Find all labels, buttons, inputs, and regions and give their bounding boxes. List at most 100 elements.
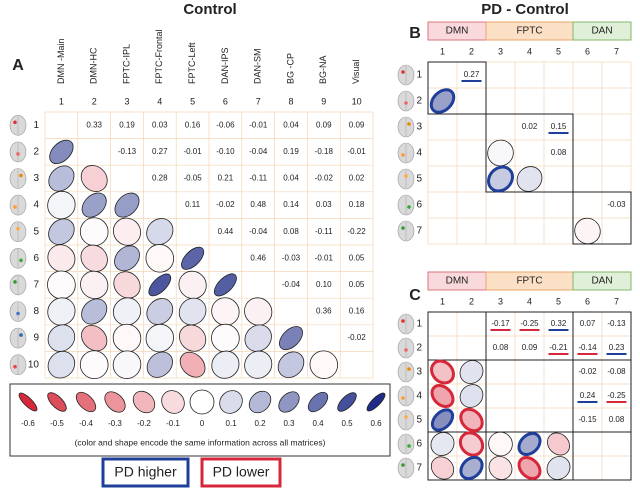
correlation-ellipse (516, 166, 543, 192)
group-label: FPTC (516, 26, 542, 37)
correlation-ellipse (48, 218, 75, 245)
correlation-value: -0.15 (578, 415, 597, 424)
correlation-ellipse (48, 165, 75, 192)
correlation-value: -0.03 (282, 253, 301, 262)
correlation-value: -0.04 (249, 147, 268, 156)
brain-icon-dot (19, 333, 23, 337)
correlation-value: 0.09 (349, 120, 365, 129)
column-label: DAN-IPS (220, 47, 230, 84)
correlation-value: -0.25 (607, 391, 626, 400)
row-number: 5 (33, 226, 39, 237)
row-number: 1 (416, 70, 422, 81)
correlation-value: 0.04 (283, 174, 299, 183)
correlation-value: 0.27 (464, 70, 480, 79)
brain-icon-dot (407, 205, 411, 209)
correlation-value: 0.48 (250, 200, 266, 209)
legend-caption: (color and shape encode the same informa… (75, 437, 326, 447)
row-number: 1 (33, 120, 39, 131)
correlation-ellipse (47, 324, 76, 352)
correlation-ellipse (178, 297, 207, 326)
brain-icon-dot (13, 120, 17, 125)
column-number: 8 (288, 96, 293, 106)
correlation-value: 0.09 (316, 120, 332, 129)
correlation-value: 0.44 (218, 227, 234, 236)
correlation-value: -0.01 (347, 147, 366, 156)
correlation-value: -0.02 (216, 200, 235, 209)
correlation-ellipse (517, 456, 542, 480)
column-number: 7 (614, 296, 619, 306)
correlation-value: -0.17 (491, 319, 510, 328)
legend-ellipse (104, 391, 126, 413)
row-number: 3 (33, 173, 39, 184)
correlation-ellipse (80, 244, 108, 272)
correlation-value: -0.11 (249, 174, 267, 183)
correlation-value: 0.19 (119, 120, 135, 129)
correlation-value: 0.08 (283, 227, 299, 236)
column-number: 6 (223, 96, 228, 106)
correlation-ellipse (458, 431, 485, 457)
correlation-value: -0.02 (347, 333, 366, 342)
legend-ellipse (366, 392, 386, 412)
row-number: 5 (416, 415, 422, 426)
legend-tick-label: 0 (200, 419, 205, 428)
legend-ellipse (337, 392, 357, 412)
correlation-ellipse (211, 297, 240, 326)
legend-ellipse (75, 391, 97, 413)
pd-lower-box (200, 457, 282, 488)
column-label: BG-NA (318, 55, 328, 84)
brain-icon-dot (13, 205, 17, 209)
row-number: 5 (416, 174, 422, 185)
correlation-ellipse (49, 139, 74, 165)
correlation-ellipse (211, 350, 240, 379)
legend-tick-label: 0.2 (254, 419, 266, 428)
correlation-value: 0.46 (250, 253, 266, 262)
legend-ellipse (307, 391, 329, 413)
legend-tick-label: -0.2 (137, 419, 151, 428)
correlation-ellipse (47, 297, 76, 326)
column-label: DMN-HC (89, 47, 99, 84)
correlation-ellipse (279, 326, 303, 351)
correlation-value: -0.01 (315, 253, 334, 262)
correlation-ellipse (148, 273, 172, 297)
column-number: 1 (59, 96, 64, 106)
correlation-ellipse (546, 456, 571, 480)
row-number: 2 (33, 147, 39, 158)
legend-box (9, 383, 391, 457)
grid-border (427, 311, 632, 481)
row-number: 4 (33, 200, 39, 211)
correlation-value: -0.14 (578, 343, 597, 352)
correlation-value: 0.02 (522, 122, 538, 131)
correlation-ellipse (81, 298, 108, 325)
correlation-value: 0.09 (522, 343, 538, 352)
correlation-value: 0.08 (493, 343, 509, 352)
row-number: 10 (28, 359, 40, 370)
correlation-value: -0.10 (216, 147, 235, 156)
column-label: FPTC-Frontal (154, 29, 164, 84)
column-number: 5 (556, 46, 561, 56)
row-number: 8 (33, 306, 39, 317)
correlation-ellipse (114, 245, 140, 272)
correlation-value: 0.04 (283, 120, 299, 129)
group-header (572, 271, 632, 291)
brain-icon-dot (401, 396, 405, 400)
column-label: BG -CP (285, 53, 295, 84)
pd-higher-box (101, 457, 190, 488)
correlation-ellipse (244, 350, 273, 379)
legend-ellipse (219, 390, 243, 414)
column-number: 7 (256, 96, 261, 106)
correlation-value: -0.04 (249, 227, 268, 236)
correlation-value: -0.06 (216, 120, 235, 129)
correlation-value: -0.03 (607, 200, 626, 209)
column-label: Visual (351, 60, 361, 84)
column-label: DAN-SM (253, 49, 263, 85)
correlation-value: 0.23 (609, 343, 625, 352)
brain-icon-dot (16, 152, 20, 156)
panel-title: PD - Control (481, 1, 569, 18)
correlation-ellipse (80, 270, 109, 299)
correlation-value: 0.05 (349, 253, 365, 262)
correlation-ellipse (277, 351, 305, 378)
correlation-value: 0.03 (316, 200, 332, 209)
group-block (485, 113, 574, 193)
column-label: FPTC-IPL (121, 44, 131, 84)
column-number: 5 (556, 296, 561, 306)
